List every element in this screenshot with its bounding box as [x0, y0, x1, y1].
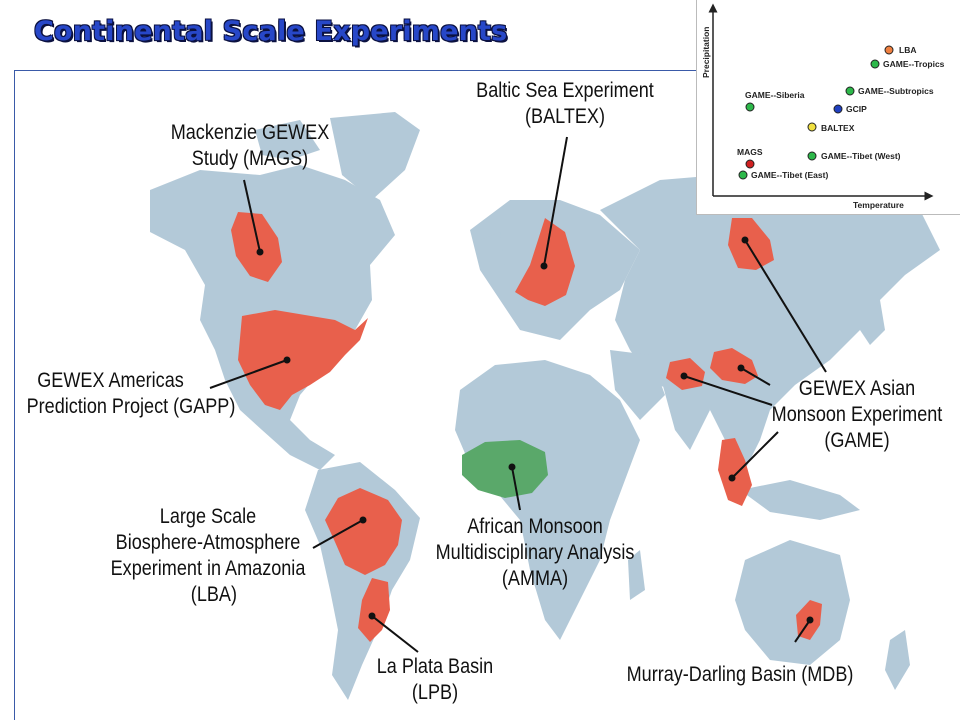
dot-mdb	[806, 616, 814, 624]
inset-point	[738, 170, 748, 180]
label-baltex-line2: (BALTEX)	[525, 105, 605, 128]
label-lpb: La Plata Basin (LPB)	[362, 654, 508, 706]
uk	[480, 232, 505, 270]
dot-amma	[508, 463, 516, 471]
region-amma	[462, 440, 548, 498]
leader-lpb	[371, 615, 419, 653]
leader-amma	[511, 466, 521, 511]
leader-game-4	[731, 431, 779, 479]
label-game: GEWEX Asian Monsoon Experiment (GAME)	[767, 376, 948, 454]
australia	[735, 540, 850, 665]
label-lba-line3: Experiment in Amazonia	[110, 557, 306, 580]
label-mdb: Murray-Darling Basin (MDB)	[620, 662, 861, 688]
slide-title: Continental Scale Experiments	[34, 16, 508, 47]
region-game-siberia	[728, 218, 774, 270]
inset-point-label: GCIP	[846, 104, 867, 114]
dot-game-tropics	[728, 474, 736, 482]
label-game-line3: (GAME)	[824, 429, 890, 452]
dot-game-tibet	[680, 372, 688, 380]
leader-gapp	[209, 359, 288, 389]
inset-point-label: LBA	[899, 45, 917, 55]
region-lba	[325, 488, 402, 575]
indonesia	[740, 480, 860, 520]
india	[660, 375, 710, 450]
label-gapp: GEWEX Americas Prediction Project (GAPP)	[18, 368, 243, 420]
leader-mags	[243, 179, 261, 253]
inset-point	[807, 122, 817, 132]
inset-point-label: BALTEX	[821, 123, 855, 133]
inset-point	[884, 45, 894, 55]
inset-point-label: GAME--Tropics	[883, 59, 945, 69]
leader-lines	[209, 136, 827, 653]
inset-point-label: GAME--Tibet (East)	[751, 170, 829, 180]
inset-point-label: GAME--Siberia	[745, 90, 805, 100]
new-zealand	[885, 630, 910, 690]
region-game-tropics	[718, 438, 752, 506]
leader-baltex	[543, 136, 568, 267]
dot-gapp	[283, 356, 291, 364]
japan	[860, 300, 885, 345]
region-mags	[231, 212, 282, 282]
inset-point	[845, 86, 855, 96]
dot-mags	[256, 248, 264, 256]
inset-climate-diagram: Precipitation Temperature LBA GAME--Tropi…	[696, 0, 960, 215]
label-amma-line1: African Monsoon	[467, 515, 603, 538]
region-dots	[256, 236, 814, 624]
inset-point-label: GAME--Tibet (West)	[821, 151, 901, 161]
label-lba: Large Scale Biosphere-Atmosphere Experim…	[105, 504, 311, 608]
label-game-line2: Monsoon Experiment	[771, 403, 943, 426]
inset-axes	[708, 3, 934, 201]
asia	[600, 175, 940, 470]
experiment-regions	[231, 212, 822, 642]
region-game-subtropics	[710, 348, 758, 384]
madagascar	[628, 550, 645, 600]
title-divider	[14, 70, 960, 71]
arabia	[610, 350, 665, 420]
dot-lba	[359, 516, 367, 524]
label-lpb-line1: La Plata Basin	[376, 655, 494, 678]
label-mdb-line1: Murray-Darling Basin (MDB)	[626, 663, 854, 686]
inset-point	[745, 159, 755, 169]
region-gapp	[238, 310, 368, 410]
africa	[455, 360, 640, 640]
label-lba-line1: Large Scale	[159, 505, 257, 528]
inset-point-label: GAME--Subtropics	[858, 86, 934, 96]
label-baltex: Baltic Sea Experiment (BALTEX)	[458, 78, 673, 130]
leader-mdb	[794, 619, 811, 643]
dot-baltex	[540, 262, 548, 270]
leader-game-3	[683, 375, 773, 406]
label-mags: Mackenzie GEWEX Study (MAGS)	[164, 120, 336, 172]
dot-game-subtropics	[737, 364, 745, 372]
label-lpb-line2: (LPB)	[411, 681, 459, 704]
label-amma-line3: (AMMA)	[501, 567, 569, 590]
arctic-islands	[255, 120, 320, 160]
greenland	[330, 112, 420, 200]
leader-lba	[312, 519, 364, 549]
label-baltex-line1: Baltic Sea Experiment	[476, 79, 654, 102]
dot-game-siberia	[741, 236, 749, 244]
leader-game-2	[740, 367, 771, 386]
label-amma-line2: Multidisciplinary Analysis	[435, 541, 635, 564]
inset-xlabel: Temperature	[853, 200, 904, 210]
inset-point	[807, 151, 817, 161]
dot-lpb	[368, 612, 376, 620]
inset-point	[870, 59, 880, 69]
label-lba-line4: (LBA)	[190, 583, 237, 606]
label-gapp-line2: Prediction Project (GAPP)	[26, 395, 236, 418]
label-gapp-line1: GEWEX Americas	[37, 369, 184, 392]
left-border	[14, 70, 15, 720]
inset-ylabel: Precipitation	[701, 26, 711, 78]
region-lpb	[358, 578, 390, 642]
label-lba-line2: Biosphere-Atmosphere	[115, 531, 301, 554]
label-mags-line2: Study (MAGS)	[191, 147, 309, 170]
inset-point-label: MAGS	[737, 147, 763, 157]
inset-point	[745, 102, 755, 112]
label-amma: African Monsoon Multidisciplinary Analys…	[419, 514, 651, 592]
label-game-line1: GEWEX Asian	[798, 377, 916, 400]
leader-game-1	[744, 239, 827, 373]
label-mags-line1: Mackenzie GEWEX	[170, 121, 330, 144]
inset-point	[833, 104, 843, 114]
